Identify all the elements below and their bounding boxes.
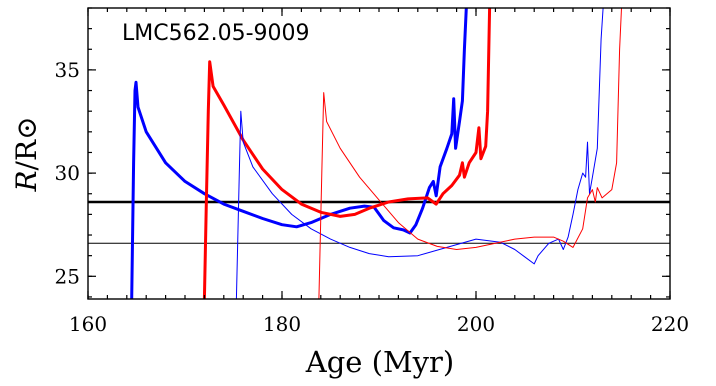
x-axis-label: Age (Myr) xyxy=(305,345,454,379)
x-tick-label: 220 xyxy=(651,312,689,336)
series-line-blue-thin xyxy=(235,8,604,299)
series-line-red-thick xyxy=(202,8,492,299)
y-axis-label-symbol: R xyxy=(10,170,43,192)
y-tick-label: 25 xyxy=(55,264,80,288)
tick-group: 160 180 200 220 25 30 35 xyxy=(55,7,689,336)
x-tick-label: 200 xyxy=(457,312,495,336)
series-group xyxy=(88,8,670,299)
y-tick-label: 30 xyxy=(55,161,80,185)
y-axis-label: R/R⊙ xyxy=(10,116,43,192)
x-tick-label: 160 xyxy=(69,312,107,336)
y-tick-label: 35 xyxy=(55,58,80,82)
series-line-red-thin xyxy=(318,8,622,299)
chart-annotation: LMC562.05-9009 xyxy=(122,21,310,46)
x-tick-label: 180 xyxy=(263,312,301,336)
y-axis-label-unit: /R⊙ xyxy=(10,116,43,170)
